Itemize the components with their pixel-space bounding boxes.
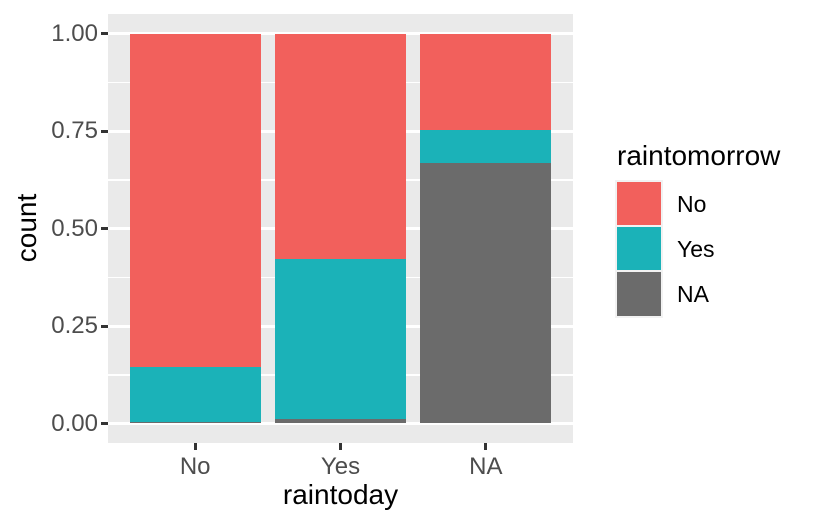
legend-item: No — [615, 180, 780, 228]
bar-No-segment-Yes — [129, 367, 261, 422]
legend-label: Yes — [677, 235, 715, 262]
y-tick-label: 0.00 — [51, 409, 98, 437]
bar-Yes-segment-No — [275, 33, 406, 260]
bar-NA-segment-NA — [420, 163, 552, 424]
x-tick-mark — [484, 443, 488, 450]
legend-key-No — [615, 180, 663, 228]
y-tick-label: 1.00 — [51, 19, 98, 47]
legend: raintomorrow No Yes NA — [615, 140, 781, 318]
legend-title: raintomorrow — [617, 140, 781, 171]
legend-item: NA — [615, 270, 780, 318]
y-tick-label: 0.75 — [51, 117, 98, 144]
plot-panel — [108, 14, 573, 443]
y-tick-mark — [101, 324, 108, 328]
bar-NA-segment-Yes — [420, 129, 552, 164]
x-tick-mark — [193, 443, 197, 450]
bar-Yes-segment-NA — [275, 418, 406, 424]
x-tick-label: No — [179, 453, 211, 480]
x-tick-mark — [339, 443, 342, 450]
y-tick-label: 0.50 — [51, 214, 98, 242]
x-tick-label: NA — [469, 453, 503, 480]
y-tick-mark — [101, 422, 108, 425]
legend-items: No Yes NA — [615, 180, 780, 318]
major-gridline — [108, 422, 573, 425]
legend-key-NA — [615, 270, 663, 318]
bar-Yes-segment-Yes — [275, 259, 406, 419]
x-tick-label: Yes — [320, 453, 361, 480]
legend-label: NA — [677, 280, 709, 307]
bar-No-segment-No — [129, 33, 261, 368]
bar-No-segment-NA — [129, 421, 261, 424]
legend-key-Yes — [615, 225, 663, 273]
y-tick-mark — [101, 227, 108, 230]
y-tick-label: 0.25 — [51, 312, 98, 339]
y-tick-mark — [101, 129, 108, 133]
y-tick-mark — [101, 32, 108, 35]
x-axis-title: raintoday — [282, 479, 399, 510]
bar-NA-segment-No — [420, 33, 552, 130]
legend-label: No — [677, 190, 707, 217]
legend-item: Yes — [615, 225, 780, 273]
